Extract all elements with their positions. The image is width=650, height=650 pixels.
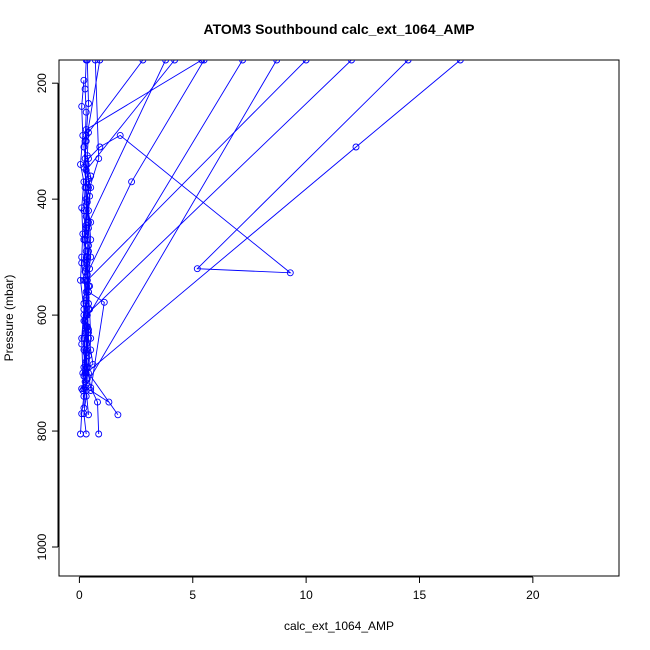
- data-point: [89, 360, 97, 368]
- data-point: [80, 76, 88, 84]
- data-point: [128, 178, 136, 186]
- y-axis: 200 400 600 800 1000: [35, 73, 59, 560]
- data-point: [302, 60, 310, 64]
- data-point: [91, 60, 99, 64]
- data-point: [94, 398, 101, 406]
- data-point: [348, 60, 355, 64]
- data-point: [273, 60, 281, 64]
- data-point: [82, 60, 90, 64]
- data-point: [80, 404, 88, 412]
- data-point: [79, 387, 87, 394]
- data-point: [83, 152, 91, 160]
- x-tick-label: 15: [413, 588, 427, 602]
- x-axis: 0 5 10 15 20: [76, 576, 540, 602]
- x-tick-label: 20: [526, 588, 540, 602]
- data-point: [286, 269, 294, 277]
- data-point: [87, 387, 95, 394]
- data-point: [114, 411, 122, 419]
- data-point: [81, 276, 89, 284]
- y-tick-label: 400: [35, 189, 49, 209]
- data-point: [193, 265, 201, 273]
- data-point: [85, 207, 92, 215]
- data-point: [78, 102, 86, 110]
- data-point: [85, 326, 92, 334]
- series-line: [85, 60, 144, 379]
- data-point: [82, 221, 90, 229]
- data-point: [116, 131, 124, 139]
- data-point: [85, 129, 92, 136]
- data-point: [456, 60, 464, 64]
- data-point: [82, 166, 90, 174]
- data-point: [96, 143, 104, 151]
- data-point: [82, 311, 90, 319]
- data-point: [82, 430, 90, 438]
- data-point: [83, 375, 91, 383]
- data-point: [95, 430, 103, 438]
- series-line: [88, 60, 205, 403]
- data-point: [83, 198, 91, 206]
- chart-title: ATOM3 Southbound calc_ext_1064_AMP: [204, 21, 475, 37]
- data-point: [81, 230, 89, 238]
- x-tick-label: 5: [189, 588, 196, 602]
- y-tick-label: 200: [35, 73, 49, 93]
- series-line: [81, 60, 461, 389]
- data-point: [82, 297, 90, 305]
- y-tick-label: 600: [35, 305, 49, 325]
- data-point: [83, 271, 91, 278]
- data-point: [352, 143, 360, 151]
- data-point: [85, 247, 92, 255]
- data-point: [239, 60, 247, 64]
- data-point: [100, 298, 108, 306]
- data-point: [82, 253, 90, 261]
- data-point: [81, 85, 89, 93]
- data-point: [162, 60, 170, 64]
- data-point: [85, 175, 92, 183]
- data-point: [82, 349, 90, 357]
- data-point: [139, 60, 147, 64]
- series-line: [83, 60, 87, 408]
- data-point: [82, 108, 90, 116]
- data-point: [82, 363, 90, 371]
- series-line: [81, 60, 203, 345]
- data-point: [200, 60, 208, 64]
- y-tick-label: 1000: [35, 533, 49, 560]
- series-layer: [77, 60, 464, 438]
- data-point: [198, 60, 206, 64]
- data-point: [105, 398, 113, 406]
- data-point: [96, 60, 104, 64]
- data-point: [171, 60, 179, 64]
- x-axis-label: calc_ext_1064_AMP: [284, 619, 394, 633]
- data-point: [85, 411, 92, 419]
- data-point: [80, 385, 88, 393]
- y-axis-label: Pressure (mbar): [2, 275, 16, 362]
- x-tick-label: 10: [299, 588, 313, 602]
- data-point: [78, 410, 86, 418]
- x-tick-label: 0: [76, 588, 83, 602]
- y-tick-label: 800: [35, 421, 49, 441]
- plot-area-border: [58, 59, 620, 577]
- data-point: [404, 60, 412, 64]
